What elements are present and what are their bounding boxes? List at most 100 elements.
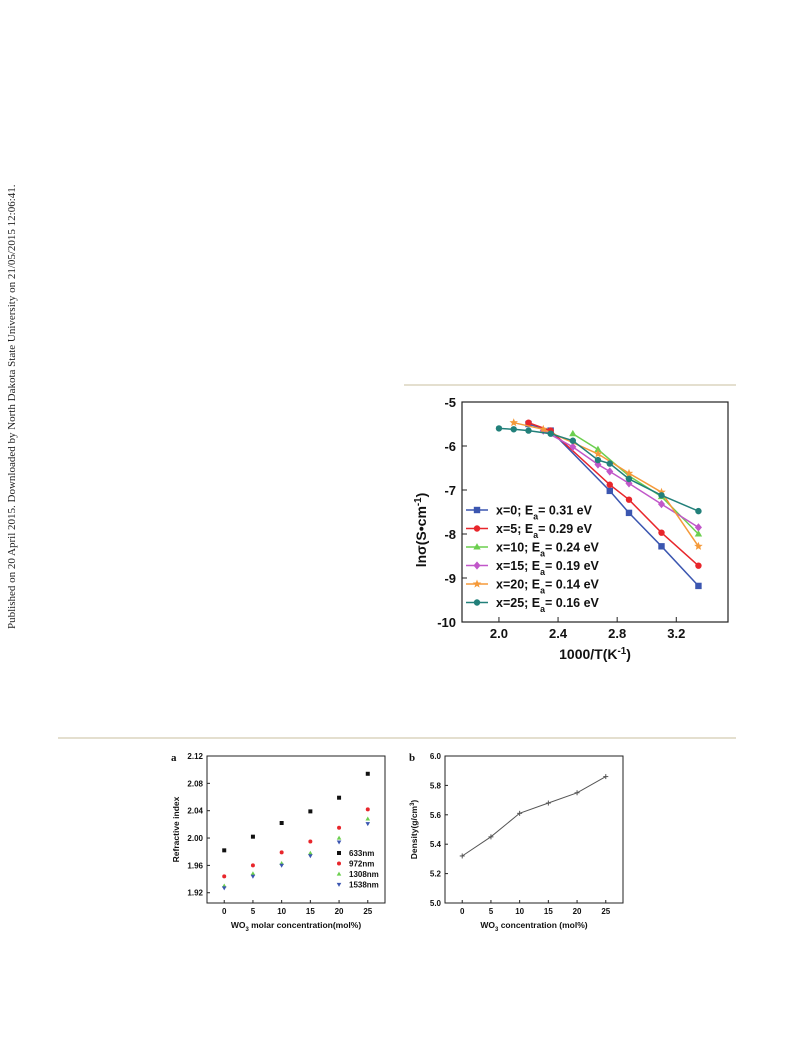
data-point: [279, 850, 284, 855]
data-point: [525, 419, 532, 426]
data-point: [509, 418, 518, 427]
legend-entry: 1308nm: [349, 870, 379, 879]
data-point: [574, 790, 580, 796]
y-tick-label: 1.92: [187, 889, 203, 898]
y-tick-label: 2.00: [187, 834, 203, 843]
data-point: [308, 850, 313, 855]
data-point: [279, 863, 284, 868]
data-point: [365, 822, 371, 827]
data-point: [495, 425, 503, 432]
data-point: [250, 874, 256, 879]
density-chart: 5.0 5.2 5.4 5.6 5.8 6.0 0 5 10 15 20 25 WO3 concentr…: [409, 752, 624, 933]
x-tick-label: 20: [335, 907, 344, 916]
y-tick-label: 5.8: [430, 781, 442, 790]
panel-label-b: b: [409, 752, 416, 764]
legend-entry: x=10; Ea= 0.24 eV: [496, 541, 600, 559]
y-tick-label: 2.04: [187, 807, 203, 816]
x-tick-label: 2.4: [549, 626, 568, 641]
y-tick-label: -10: [437, 615, 456, 630]
data-point: [594, 445, 602, 453]
data-point: [569, 429, 577, 437]
data-point: [365, 816, 371, 821]
data-point: [459, 853, 465, 859]
data-point: [279, 821, 284, 826]
y-axis-label: Density(g/cm3): [409, 800, 419, 860]
data-point: [695, 507, 702, 515]
data-point: [657, 487, 666, 496]
y-axis-label: Refractive index: [171, 796, 181, 862]
data-point: [337, 825, 342, 830]
data-point: [308, 839, 313, 844]
data-point: [222, 848, 227, 853]
data-point: [545, 800, 551, 806]
y-tick-label: 2.08: [187, 779, 203, 788]
conductivity-arrhenius-chart: -5 -6 -7 -8 -9 -10 2.0 2.4 2.8 3.2 1000/T(K-1) lnσ(…: [413, 395, 729, 662]
data-point: [517, 810, 523, 816]
legend-marker: [473, 525, 481, 532]
x-tick-label: 5: [489, 907, 494, 916]
data-point: [658, 543, 665, 550]
series-line: [461, 776, 607, 857]
y-tick-label: 6.0: [430, 752, 442, 761]
legend-entry: x=25; Ea= 0.16 eV: [496, 596, 600, 614]
section-divider-top: [404, 384, 736, 386]
data-point: [606, 467, 614, 476]
x-axis-label: WO3 molar concentration(mol%): [231, 920, 362, 933]
data-point: [336, 835, 342, 840]
data-point: [336, 840, 342, 845]
legend-marker: [473, 599, 481, 606]
legend-marker: [336, 871, 342, 876]
data-point: [624, 468, 634, 477]
data-point: [221, 886, 227, 891]
x-tick-label: 0: [222, 907, 227, 916]
x-tick-label: 10: [277, 907, 286, 916]
data-point: [625, 479, 633, 488]
data-point: [694, 530, 703, 537]
plot-frame: [444, 755, 624, 904]
y-tick-label: -5: [444, 395, 456, 410]
section-divider-bottom: [58, 737, 736, 739]
legend-entry: x=5; Ea= 0.29 eV: [496, 522, 593, 540]
data-point: [365, 807, 370, 812]
data-point: [695, 562, 702, 569]
x-tick-label: 20: [573, 907, 582, 916]
data-point: [539, 424, 548, 433]
x-tick-label: 0: [460, 907, 465, 916]
data-point: [695, 582, 702, 590]
legend-marker: [473, 561, 481, 570]
data-point: [365, 771, 370, 776]
data-point: [337, 795, 342, 800]
x-tick-label: 2.8: [608, 626, 626, 641]
x-tick-label: 3.2: [667, 626, 685, 641]
data-point: [308, 854, 313, 859]
x-tick-label: 10: [515, 907, 524, 916]
plot-frame: [461, 401, 729, 623]
series-line-5: [498, 427, 699, 512]
x-tick-label: 5: [251, 907, 256, 916]
panel-label-a: a: [171, 752, 177, 764]
legend-marker: [473, 506, 481, 514]
x-tick-label: 15: [306, 907, 315, 916]
series-line-4: [513, 421, 700, 547]
data-point: [547, 430, 554, 437]
y-tick-label: -8: [444, 527, 456, 542]
data-point: [657, 499, 666, 509]
legend-marker: [337, 861, 341, 866]
data-point: [222, 874, 227, 879]
x-tick-label: 15: [544, 907, 553, 916]
data-point: [694, 523, 702, 532]
data-point: [569, 442, 577, 452]
legend-marker: [336, 882, 342, 887]
data-point: [694, 541, 703, 550]
publication-side-note: Published on 20 April 2015. Downloaded b…: [6, 184, 18, 629]
y-tick-label: -6: [444, 439, 456, 454]
data-point: [525, 427, 532, 434]
x-axis-label: WO3 concentration (mol%): [480, 920, 587, 933]
legend-marker: [473, 543, 481, 550]
data-point: [250, 834, 255, 839]
legend-marker: [472, 579, 482, 588]
data-point: [569, 437, 577, 444]
data-point: [510, 426, 517, 433]
legend-entry: 972nm: [349, 860, 374, 869]
